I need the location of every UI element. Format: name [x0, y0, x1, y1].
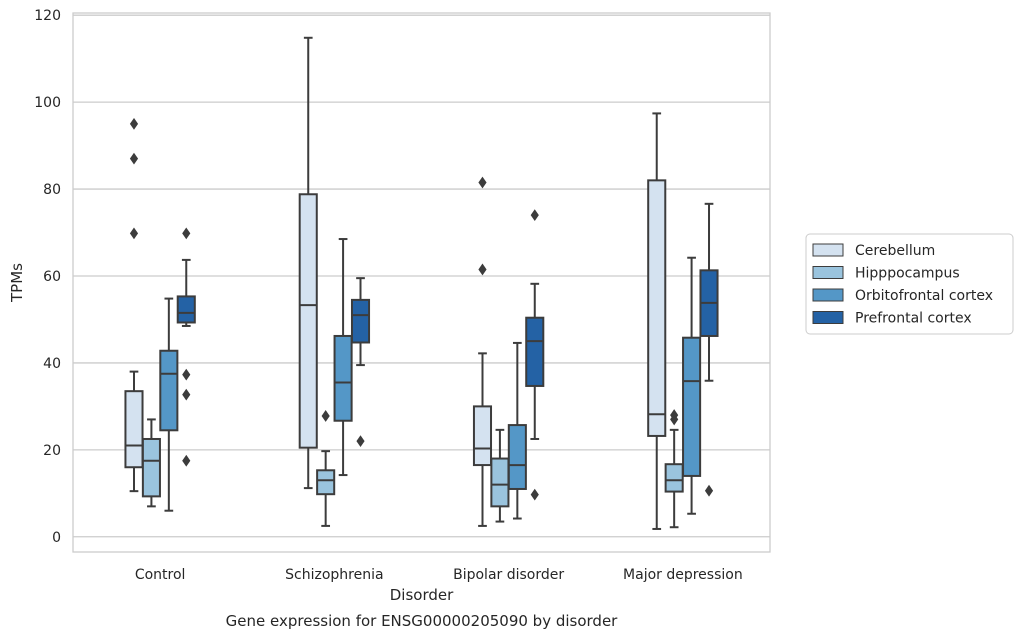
- iqr-box: [176, 295, 196, 324]
- outlier-point: [129, 152, 139, 165]
- outlier-point: [182, 368, 191, 381]
- outlier-point: [530, 209, 539, 222]
- outlier-point: [129, 117, 139, 130]
- box-prefrontal-cortex-major-depression: [699, 202, 719, 497]
- box-cerebellum-schizophrenia: [298, 36, 318, 490]
- y-tick-label: 120: [34, 8, 61, 24]
- outlier-point: [321, 410, 330, 422]
- box-prefrontal-cortex-bipolar-disorder: [525, 209, 545, 501]
- iqr-box: [647, 179, 667, 437]
- legend-label: Cerebellum: [855, 243, 935, 259]
- iqr-box: [124, 390, 144, 469]
- legend-frame: [805, 233, 1014, 335]
- iqr-box: [507, 424, 527, 490]
- outlier-point: [182, 388, 191, 401]
- iqr-box: [350, 298, 371, 344]
- outlier-point: [704, 484, 714, 497]
- outlier-point: [356, 435, 365, 448]
- box-cerebellum-major-depression: [647, 112, 667, 530]
- iqr-box: [333, 334, 353, 422]
- iqr-box: [472, 405, 493, 467]
- box-orbitofrontal-cortex-control: [159, 297, 179, 512]
- iqr-box: [525, 316, 545, 387]
- x-tick-labels: Control Schizophrenia Bipolar disorder Majo…: [135, 567, 743, 583]
- box-cerebellum-bipolar-disorder: [472, 176, 493, 527]
- iqr-box: [490, 457, 510, 508]
- legend-item-prefrontal-cortex: Prefrontal cortex: [812, 311, 972, 327]
- y-tick-labels: 0 20 40 60 80 100 120: [34, 8, 61, 546]
- outlier-point: [182, 227, 191, 240]
- plot-frame: [72, 12, 771, 553]
- box-hipppocampus-control: [141, 418, 161, 508]
- y-axis-label: TPMs: [8, 263, 26, 303]
- legend-label: Prefrontal cortex: [855, 311, 972, 327]
- x-tick-label-schizophrenia: Schizophrenia: [285, 567, 383, 583]
- box-prefrontal-cortex-control: [176, 227, 196, 467]
- iqr-box: [159, 349, 179, 432]
- box-hipppocampus-schizophrenia: [316, 410, 336, 527]
- y-tick-label: 40: [43, 356, 61, 372]
- x-tick-label-control: Control: [135, 567, 186, 583]
- outlier-point: [530, 488, 539, 501]
- iqr-box: [664, 463, 684, 493]
- legend-swatch: [812, 266, 844, 279]
- outlier-point: [182, 454, 191, 467]
- x-axis-label: Disorder: [390, 586, 454, 604]
- legend-item-orbitofrontal-cortex: Orbitofrontal cortex: [812, 288, 993, 304]
- legend-item-hipppocampus: Hipppocampus: [812, 266, 960, 282]
- legend-item-cerebellum: Cerebellum: [812, 243, 935, 259]
- figure-caption: Gene expression for ENSG00000205090 by d…: [226, 612, 619, 630]
- gridlines: [73, 14, 770, 538]
- outlier-point: [670, 413, 679, 426]
- outlier-point: [478, 176, 487, 189]
- box-hipppocampus-bipolar-disorder: [490, 428, 510, 523]
- legend-swatch: [812, 311, 844, 324]
- legend-swatch: [812, 243, 844, 257]
- x-tick-label-major-depression: Major depression: [623, 567, 743, 583]
- box-orbitofrontal-cortex-bipolar-disorder: [507, 341, 527, 520]
- box-hipppocampus-major-depression: [664, 409, 684, 529]
- box-prefrontal-cortex-schizophrenia: [350, 277, 371, 448]
- outlier-point: [478, 263, 487, 276]
- iqr-box: [298, 193, 318, 449]
- y-tick-label: 100: [34, 95, 61, 111]
- legend: Cerebellum Hipppocampus Orbitofrontal cort…: [805, 233, 1014, 335]
- plot-boxes: [124, 36, 719, 530]
- box-orbitofrontal-cortex-schizophrenia: [333, 238, 353, 477]
- y-tick-label: 20: [43, 443, 61, 459]
- y-tick-label: 60: [43, 269, 61, 285]
- x-tick-label-bipolar-disorder: Bipolar disorder: [453, 567, 564, 583]
- iqr-box: [682, 336, 702, 477]
- legend-label: Hipppocampus: [855, 266, 960, 282]
- box-cerebellum-control: [124, 117, 144, 493]
- legend-swatch: [812, 288, 844, 302]
- outlier-point: [129, 227, 139, 240]
- iqr-box: [141, 437, 161, 498]
- box-orbitofrontal-cortex-major-depression: [682, 256, 702, 515]
- legend-label: Orbitofrontal cortex: [855, 288, 993, 304]
- y-tick-label: 80: [43, 182, 61, 198]
- iqr-box: [316, 469, 336, 496]
- y-tick-label: 0: [52, 530, 61, 546]
